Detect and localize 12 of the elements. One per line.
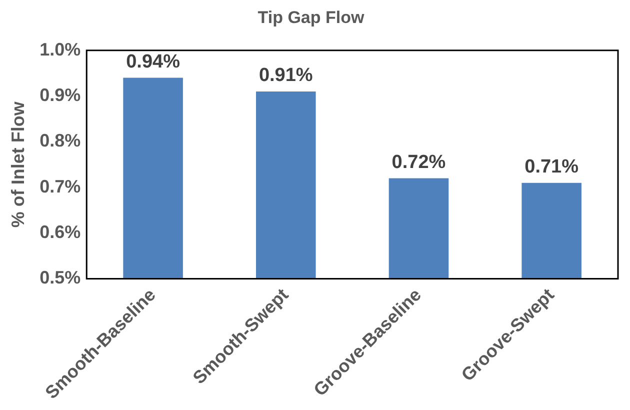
chart-title: Tip Gap Flow: [258, 8, 365, 27]
y-tick-label: 0.8%: [40, 130, 81, 151]
y-tick-label: 0.5%: [40, 268, 81, 288]
y-tick-label: 0.6%: [40, 222, 81, 242]
data-label: 0.72%: [392, 152, 446, 174]
y-tick-label: 0.9%: [40, 85, 81, 106]
data-label: 0.94%: [126, 52, 180, 73]
y-axis-title: % of Inlet Flow: [8, 100, 28, 228]
y-tick-label: 0.7%: [40, 176, 81, 196]
data-label: 0.91%: [258, 65, 313, 86]
data-label: 0.71%: [524, 156, 579, 178]
y-tick-label: 1.0%: [40, 39, 81, 60]
